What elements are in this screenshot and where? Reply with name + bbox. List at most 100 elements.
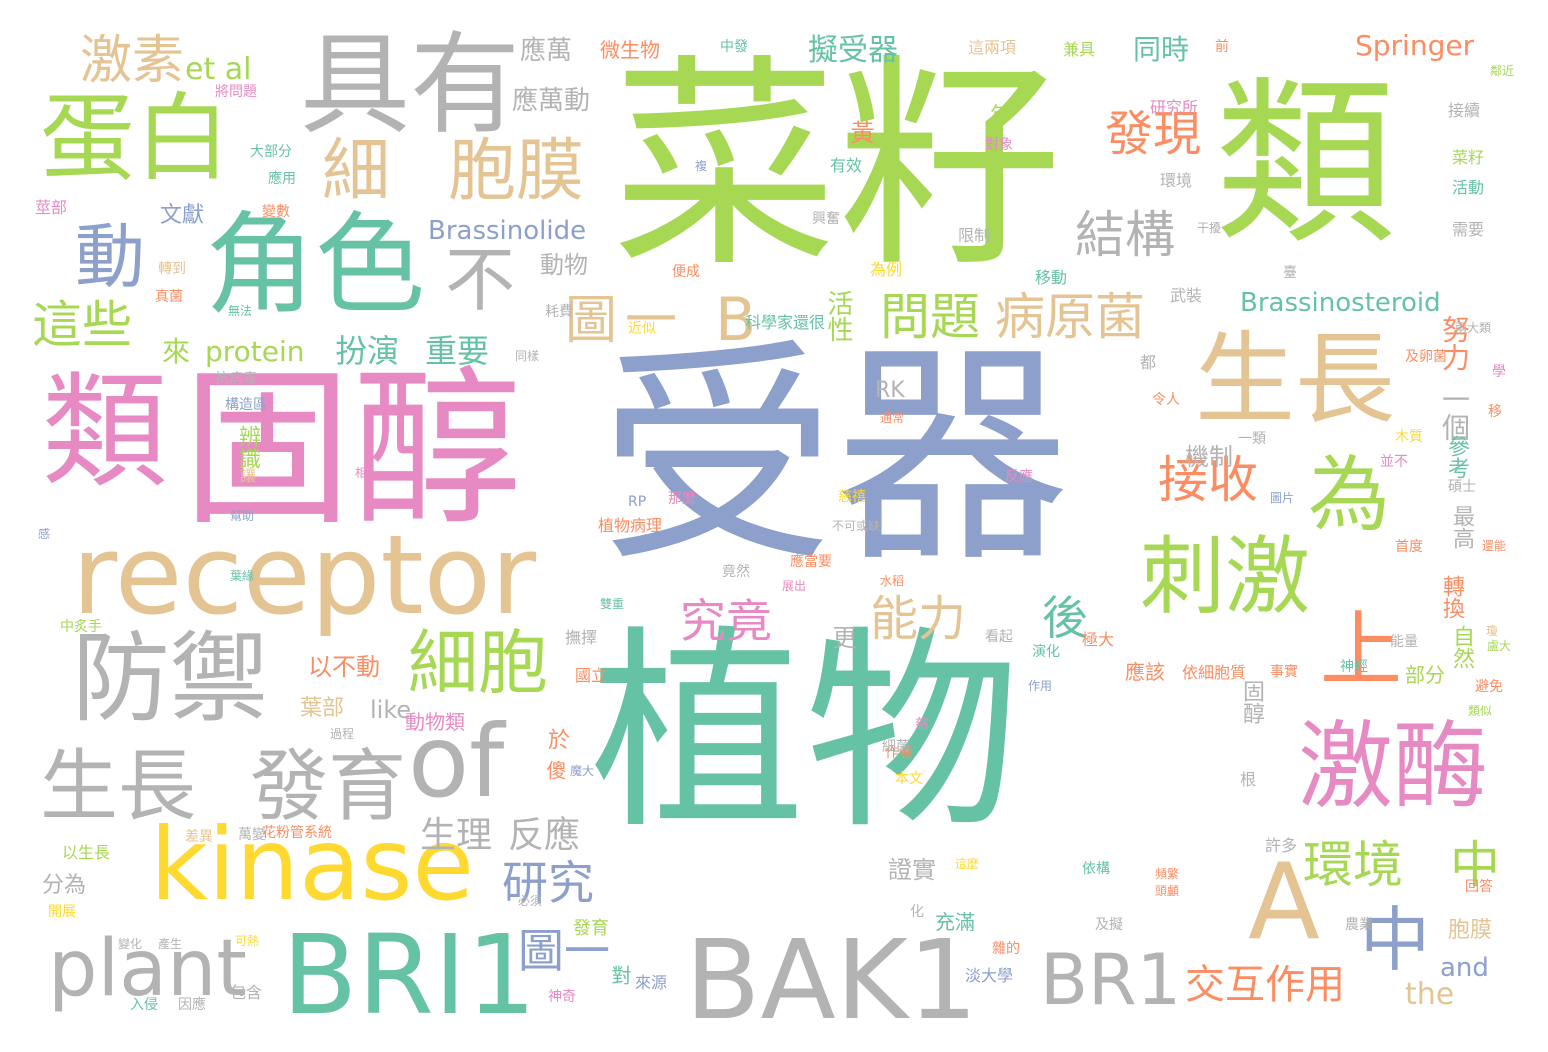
word-ziran: 自然 (1449, 625, 1474, 669)
word-linjin: 鄰近 (1490, 64, 1515, 78)
word-fayu-small: 發育 (573, 918, 609, 939)
word-xuduo: 許多 (1265, 836, 1298, 855)
word-yi: 一 (625, 291, 678, 351)
word-huoxing: 活性 (823, 290, 853, 342)
word-wufa: 無法 (228, 304, 253, 318)
word-danxue: 淡大學 (965, 966, 1014, 985)
word-kaizhan: 開展 (48, 904, 76, 920)
word-yige: 一個 (1438, 385, 1471, 441)
word-dabufen: 大部分 (250, 144, 292, 160)
word-ruqin: 入侵 (130, 997, 158, 1013)
word-rk: RK (875, 378, 905, 403)
word-muzhi: 木質 (1395, 429, 1423, 445)
word-juyou: 具有 (300, 21, 520, 149)
word-duixiang: 對象 (985, 137, 1013, 153)
word-wenti: 問題 (880, 288, 980, 346)
word-bingyuanjun: 病原菌 (995, 288, 1145, 346)
word-yinying: 因應 (178, 997, 206, 1013)
word-zhuanhuan: 轉換 (1439, 575, 1464, 619)
word-hua: 化 (910, 904, 924, 920)
word-baohan: 包含 (230, 983, 263, 1002)
word-ciji: 刺激 (1140, 528, 1311, 627)
word-chayi: 差異 (185, 829, 213, 845)
word-niqi: 擬受器 (808, 33, 898, 68)
word-huang: 黃 (846, 120, 874, 144)
word-liangdalei: 兩大類 (1455, 321, 1492, 335)
word-springer: Springer (1355, 29, 1475, 62)
word-a: A (1248, 841, 1320, 963)
word-juese: 角色 (205, 201, 425, 329)
word-yibudong: 以不動 (308, 653, 380, 681)
word-jini: 及擬 (1095, 917, 1123, 933)
word-plant: plant (48, 924, 247, 1014)
word-nengli: 能力 (870, 591, 967, 647)
word-chansheng: 產生 (158, 937, 183, 951)
word-jingran: 竟然 (722, 564, 750, 580)
word-bak1: BAK1 (685, 916, 978, 1044)
word-weishengwu: 微生物 (600, 38, 660, 62)
word-qiong: 瓊 (1486, 624, 1499, 638)
word-yidong: 移動 (1035, 268, 1068, 287)
word-zhongzhishou: 中炙手 (60, 619, 102, 635)
word-nian: 年 (990, 102, 1010, 126)
word-gen: 根 (1240, 770, 1257, 789)
word-dongwulei: 動物類 (405, 710, 465, 734)
word-dongwu: 動物 (540, 251, 588, 279)
word-lei-left: 類 (42, 360, 167, 505)
word-geng: 更 (828, 625, 856, 649)
word-yingwan: 應萬 (520, 36, 573, 66)
word-nuli: 努力 (1438, 315, 1471, 371)
word-guocheng: 過程 (330, 727, 355, 741)
word-chongman: 充滿 (935, 910, 975, 934)
word-jiangwenti: 將問題 (215, 84, 257, 100)
word-kinase: kinase (150, 806, 474, 923)
word-shishi: 事實 (1270, 664, 1298, 680)
word-fayu-big: 發育 (250, 742, 407, 832)
word-fanying: 反應 (508, 815, 581, 856)
word-bianshi: 辨識 (235, 425, 260, 469)
word-zhexie: 這些 (32, 296, 132, 354)
word-benwen: 本文 (895, 771, 923, 787)
word-kere: 可熱 (235, 934, 260, 948)
word-zuoyong: 作用 (1028, 679, 1053, 693)
word-like: like (370, 696, 412, 724)
word-brassinosteroid: Brassinosteroid (1240, 288, 1441, 318)
word-shuoshi: 碩士 (1448, 479, 1476, 495)
word-tongshi: 同時 (1133, 33, 1190, 66)
word-jianju: 兼具 (1063, 40, 1096, 59)
word-bianhua: 變化 (118, 937, 143, 951)
word-zhengshi: 證實 (888, 856, 936, 884)
word-fu: 複 (695, 159, 708, 173)
word-zhuandao: 轉到 (158, 261, 186, 277)
word-shuidao: 水稻 (880, 574, 905, 588)
word-bri1: BRI1 (282, 911, 537, 1039)
word-huanjing-small: 環境 (1160, 171, 1193, 190)
word-zheliangxiang: 這兩項 (968, 38, 1017, 57)
word-zhenjun: 真菌 (155, 289, 183, 305)
word-hou: 後 (1042, 591, 1088, 645)
word-cixi: 慈禧 (838, 489, 866, 505)
word-jisu: 激素 (80, 31, 185, 91)
word-xi: 細 (322, 132, 391, 211)
word-yinggai: 應該 (1125, 660, 1165, 684)
word-the: the (1405, 977, 1455, 1012)
word-et-al: et al (185, 52, 252, 87)
word-protein: protein (205, 335, 305, 368)
word-haineng: 還能 (1482, 539, 1507, 553)
word-baomo: 胞膜 (448, 132, 585, 211)
word-xue: 學 (1492, 364, 1506, 380)
word-shuangzhong: 雙重 (600, 597, 625, 611)
word-youxiao: 有效 (830, 156, 863, 175)
word-xianzhi: 限制 (958, 226, 991, 245)
word-pinfan: 頻繁 (1155, 867, 1180, 881)
word-shoudu: 首度 (1395, 539, 1423, 555)
word-guchun-small: 固醇 (1239, 680, 1264, 724)
word-tongchang: 通常 (880, 411, 905, 425)
word-baomo-small: 胞膜 (1448, 918, 1493, 943)
word-zuigao: 最高 (1449, 505, 1474, 549)
word-ci: 慈 (915, 717, 929, 733)
word-jieshou: 接收 (1158, 451, 1258, 509)
word-yingwandong: 應萬動 (512, 86, 591, 116)
word-huafenguan: 花粉管系統 (262, 825, 332, 841)
